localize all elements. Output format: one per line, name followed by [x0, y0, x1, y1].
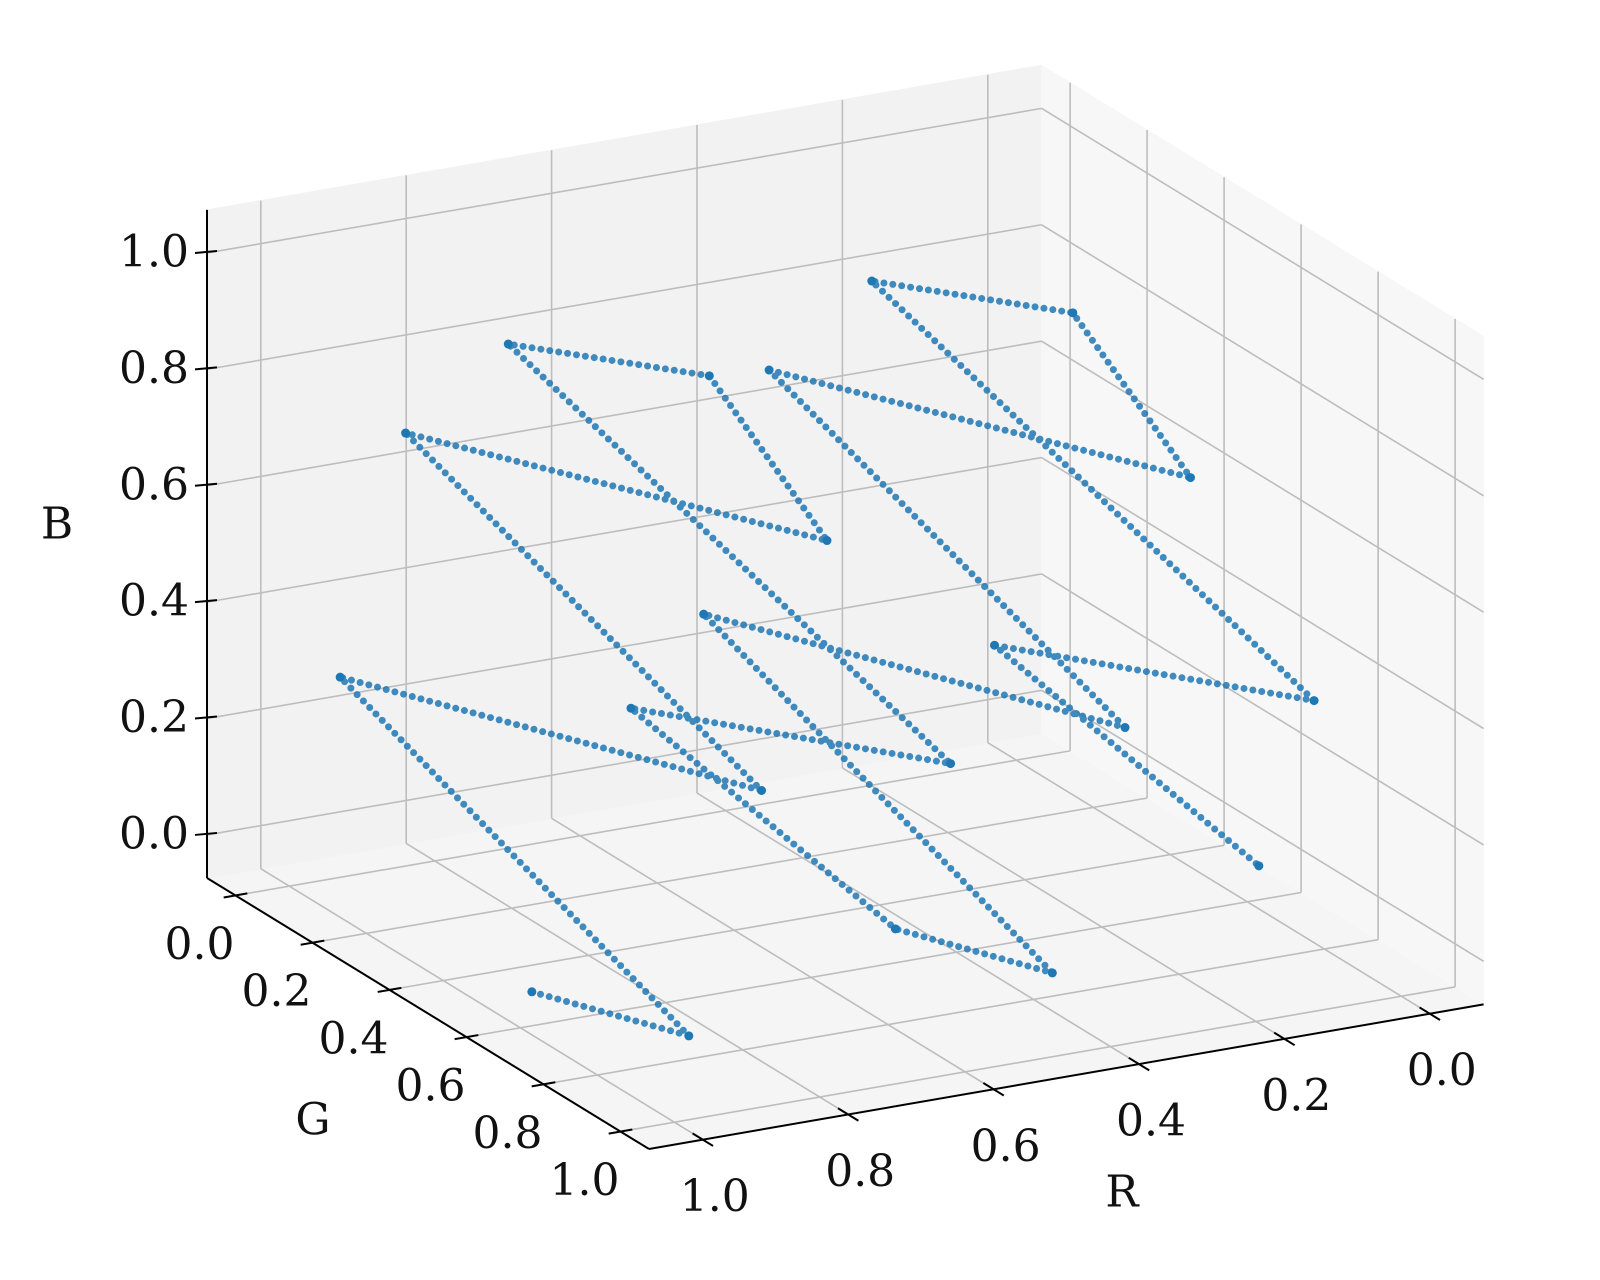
y-axis-label: G: [295, 1095, 330, 1146]
y-tick-label: 0.6: [396, 1061, 466, 1112]
point: [757, 786, 767, 796]
grid-line: [543, 938, 1379, 1086]
grid-line: [235, 750, 1071, 897]
z-tick-label: 1.0: [119, 226, 189, 277]
point: [1047, 968, 1057, 978]
z-tick-label: 0.0: [119, 808, 189, 859]
grid-line: [389, 844, 1225, 991]
y-tick-label: 0.2: [242, 966, 312, 1017]
z-tick-label: 0.8: [119, 343, 189, 394]
point: [503, 339, 513, 349]
y-tick-label: 1.0: [550, 1155, 620, 1206]
panes: [205, 64, 1485, 1150]
grid-line: [696, 792, 1140, 1065]
point: [401, 428, 411, 438]
x-tick-label: 0.6: [971, 1121, 1041, 1172]
x-tick-label: 0.0: [1407, 1045, 1477, 1096]
x-tick-label: 1.0: [680, 1171, 750, 1222]
grid-line: [206, 223, 1042, 371]
z-tick-label: 0.6: [119, 459, 189, 510]
point: [764, 365, 774, 375]
point: [704, 371, 714, 381]
grid-line: [620, 986, 1456, 1133]
point: [1120, 723, 1130, 733]
x-tick-label: 0.4: [1116, 1096, 1186, 1147]
z-tick-label: 0.4: [119, 576, 189, 627]
grid-line: [551, 817, 995, 1090]
axis-line: [206, 877, 650, 1150]
grid-line: [206, 340, 1042, 487]
point: [527, 987, 537, 997]
x-tick-label: 0.2: [1261, 1070, 1331, 1121]
axes: 0.00.20.40.60.81.00.00.20.40.60.81.00.00…: [119, 209, 1484, 1222]
grid-line: [841, 767, 1285, 1040]
axis-line: [648, 1003, 1484, 1150]
y-tick-label: 0.0: [164, 919, 234, 970]
point: [335, 672, 345, 682]
point: [626, 703, 636, 713]
grid-line: [1041, 689, 1485, 963]
x-tick-label: 0.8: [825, 1146, 895, 1197]
point: [822, 536, 832, 546]
side-pane: [1041, 64, 1485, 1006]
grid-line: [987, 742, 1431, 1015]
grid-line: [1041, 224, 1485, 497]
z-tick-label: 0.2: [119, 692, 189, 743]
grid-line: [466, 891, 1302, 1038]
y-tick-label: 0.8: [473, 1108, 543, 1159]
grid-line: [1041, 340, 1485, 613]
grid-line: [312, 797, 1148, 944]
point: [946, 759, 956, 769]
z-axis-label: B: [41, 499, 73, 550]
marks: [328, 275, 1325, 1043]
point: [699, 609, 709, 619]
point: [684, 1031, 694, 1041]
point: [1068, 308, 1078, 318]
grid-line: [1041, 456, 1485, 730]
point: [890, 924, 900, 934]
point: [1185, 473, 1195, 483]
grid-line: [405, 842, 849, 1116]
y-tick-label: 0.4: [319, 1013, 389, 1064]
grid-line: [1041, 573, 1485, 846]
point: [989, 640, 999, 650]
grid: [206, 74, 1485, 1141]
grid-line: [1041, 107, 1485, 381]
grid-line: [206, 107, 1042, 254]
point: [1254, 861, 1264, 871]
grid-line: [206, 456, 1042, 603]
grid-line: [260, 867, 704, 1141]
point: [1309, 696, 1319, 706]
point: [867, 276, 877, 286]
x-axis-label: R: [1105, 1167, 1140, 1218]
grid-line: [206, 573, 1042, 720]
